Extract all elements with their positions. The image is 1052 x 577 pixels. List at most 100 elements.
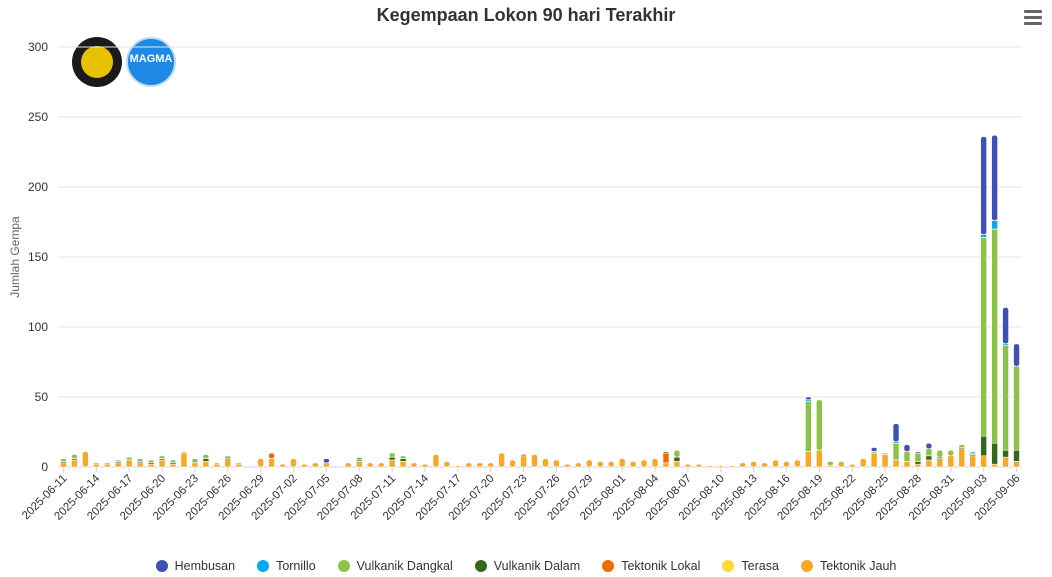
bar-segment[interactable]	[914, 451, 922, 454]
legend-item[interactable]: Terasa	[722, 559, 779, 573]
bar-segment[interactable]	[103, 463, 111, 468]
bar-segment[interactable]	[169, 463, 177, 468]
bar-segment[interactable]	[114, 462, 122, 468]
bar-segment[interactable]	[969, 451, 977, 454]
bar-segment[interactable]	[432, 454, 440, 468]
bar-segment[interactable]	[180, 452, 188, 468]
bar-segment[interactable]	[443, 461, 451, 468]
bar-segment[interactable]	[575, 462, 582, 468]
bar-segment[interactable]	[180, 451, 188, 454]
bar-segment[interactable]	[892, 459, 900, 468]
bar-segment[interactable]	[837, 461, 845, 468]
bar-segment[interactable]	[991, 134, 998, 221]
bar-segment[interactable]	[158, 459, 166, 468]
bar-segment[interactable]	[224, 458, 232, 468]
bar-segment[interactable]	[980, 234, 987, 238]
hamburger-menu-icon[interactable]	[1022, 8, 1044, 26]
bar-segment[interactable]	[936, 458, 944, 468]
bar-segment[interactable]	[268, 452, 275, 459]
bar-segment[interactable]	[235, 463, 243, 468]
bar-segment[interactable]	[936, 449, 944, 458]
bar-segment[interactable]	[202, 461, 210, 468]
bar-segment[interactable]	[82, 451, 89, 468]
bar-segment[interactable]	[344, 462, 352, 468]
bar-segment[interactable]	[191, 462, 199, 468]
bar-segment[interactable]	[564, 463, 571, 468]
bar-segment[interactable]	[147, 463, 155, 468]
bar-segment[interactable]	[925, 459, 933, 468]
bar-segment[interactable]	[465, 462, 473, 468]
bar-segment[interactable]	[925, 448, 933, 457]
bar-segment[interactable]	[585, 459, 593, 468]
bar-segment[interactable]	[629, 461, 637, 468]
bar-segment[interactable]	[103, 462, 111, 465]
bar-segment[interactable]	[881, 452, 889, 455]
bar-segment[interactable]	[93, 462, 100, 465]
bar-segment[interactable]	[826, 461, 834, 466]
bar-segment[interactable]	[783, 461, 790, 468]
bar-segment[interactable]	[673, 456, 681, 462]
bar-segment[interactable]	[596, 461, 604, 468]
bar-segment[interactable]	[388, 456, 396, 461]
legend-item[interactable]: Tornillo	[257, 559, 316, 573]
bar-segment[interactable]	[958, 444, 966, 448]
bar-segment[interactable]	[805, 396, 812, 401]
bar-segment[interactable]	[136, 462, 144, 468]
legend-item[interactable]: Vulkanik Dalam	[474, 559, 580, 573]
bar-segment[interactable]	[728, 465, 736, 468]
bar-segment[interactable]	[914, 463, 922, 468]
bar-segment[interactable]	[684, 463, 692, 468]
legend-item[interactable]: Tektonik Lokal	[602, 559, 700, 573]
bar-segment[interactable]	[213, 462, 221, 465]
bar-segment[interactable]	[125, 459, 133, 468]
bar-segment[interactable]	[553, 459, 560, 468]
bar-segment[interactable]	[618, 458, 626, 468]
bar-segment[interactable]	[662, 462, 670, 468]
bar-segment[interactable]	[114, 459, 122, 462]
bar-segment[interactable]	[125, 456, 133, 461]
bar-segment[interactable]	[991, 442, 998, 465]
bar-segment[interactable]	[399, 461, 407, 468]
bar-segment[interactable]	[991, 220, 998, 230]
bar-segment[interactable]	[191, 458, 199, 464]
bar-segment[interactable]	[235, 462, 243, 465]
bar-segment[interactable]	[870, 452, 878, 468]
bar-segment[interactable]	[662, 452, 670, 464]
bar-segment[interactable]	[673, 449, 681, 458]
bar-segment[interactable]	[355, 456, 363, 461]
bar-segment[interactable]	[794, 459, 801, 468]
bar-segment[interactable]	[914, 452, 922, 462]
bar-segment[interactable]	[312, 462, 319, 468]
bar-segment[interactable]	[71, 454, 78, 459]
bar-segment[interactable]	[914, 461, 922, 465]
legend-item[interactable]: Tektonik Jauh	[800, 559, 896, 573]
bar-segment[interactable]	[202, 454, 210, 459]
bar-segment[interactable]	[607, 461, 615, 468]
bar-segment[interactable]	[816, 399, 823, 451]
bar-segment[interactable]	[1002, 449, 1009, 458]
bar-segment[interactable]	[355, 461, 363, 468]
bar-segment[interactable]	[388, 452, 396, 458]
bar-segment[interactable]	[805, 400, 812, 452]
bar-segment[interactable]	[980, 455, 987, 468]
bar-segment[interactable]	[881, 454, 889, 468]
bar-segment[interactable]	[925, 442, 933, 450]
bar-segment[interactable]	[1002, 344, 1009, 451]
bar-segment[interactable]	[366, 462, 374, 468]
bar-segment[interactable]	[750, 461, 757, 468]
legend-item[interactable]: Vulkanik Dangkal	[337, 559, 453, 573]
bar-segment[interactable]	[980, 435, 987, 457]
bar-segment[interactable]	[859, 458, 867, 468]
bar-segment[interactable]	[870, 447, 878, 452]
bar-segment[interactable]	[323, 462, 330, 468]
bar-segment[interactable]	[71, 459, 78, 468]
bar-segment[interactable]	[958, 448, 966, 468]
bar-segment[interactable]	[509, 459, 516, 468]
bar-segment[interactable]	[257, 458, 264, 468]
bar-segment[interactable]	[772, 459, 779, 468]
bar-segment[interactable]	[1002, 456, 1009, 468]
bar-segment[interactable]	[388, 459, 396, 468]
bar-segment[interactable]	[410, 462, 418, 468]
bar-segment[interactable]	[454, 465, 462, 468]
bar-segment[interactable]	[531, 454, 538, 468]
